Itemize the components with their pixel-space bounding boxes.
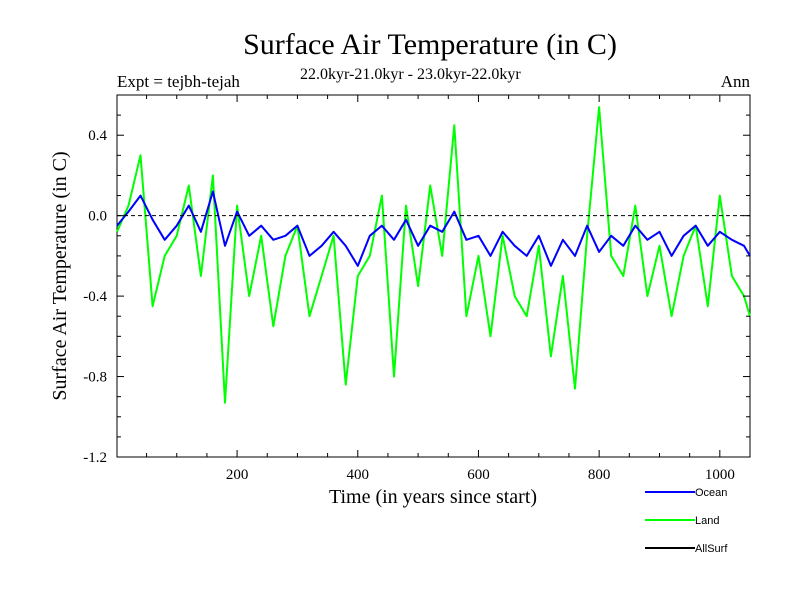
legend-label-land: Land: [695, 515, 719, 527]
season-label: Ann: [720, 72, 750, 91]
legend-label-ocean: Ocean: [695, 487, 727, 499]
x-tick-label: 400: [347, 467, 370, 483]
series-land: [116, 106, 751, 404]
chart-subtitle: 22.0kyr-21.0kyr - 23.0kyr-22.0kyr: [300, 66, 521, 83]
y-axis-label: Surface Air Temperature (in C): [49, 151, 71, 400]
series-layer: [116, 106, 751, 404]
x-tick-label: 1000: [705, 467, 735, 483]
series-ocean: [116, 190, 751, 267]
legend: Ocean Land AllSurf: [645, 487, 728, 555]
y-tick-label: -0.8: [83, 370, 107, 386]
y-tick-label: 0.0: [88, 209, 107, 225]
x-tick-label: 200: [226, 467, 249, 483]
y-tick-label: 0.4: [88, 128, 107, 144]
plot-frame: [116, 94, 751, 458]
ticks-layer: 200 400 600 800 1000 -1.2 -0.8 -0.4 0.0 0.4: [83, 94, 750, 483]
x-tick-label: 600: [467, 467, 490, 483]
legend-label-allsurf: AllSurf: [695, 543, 728, 555]
x-tick-label: 800: [588, 467, 611, 483]
experiment-label: Expt = tejbh-tejah: [117, 72, 240, 91]
chart-title: Surface Air Temperature (in C): [243, 28, 617, 61]
y-tick-label: -0.4: [83, 289, 107, 305]
x-axis-label: Time (in years since start): [329, 486, 537, 508]
y-tick-label: -1.2: [83, 450, 107, 466]
